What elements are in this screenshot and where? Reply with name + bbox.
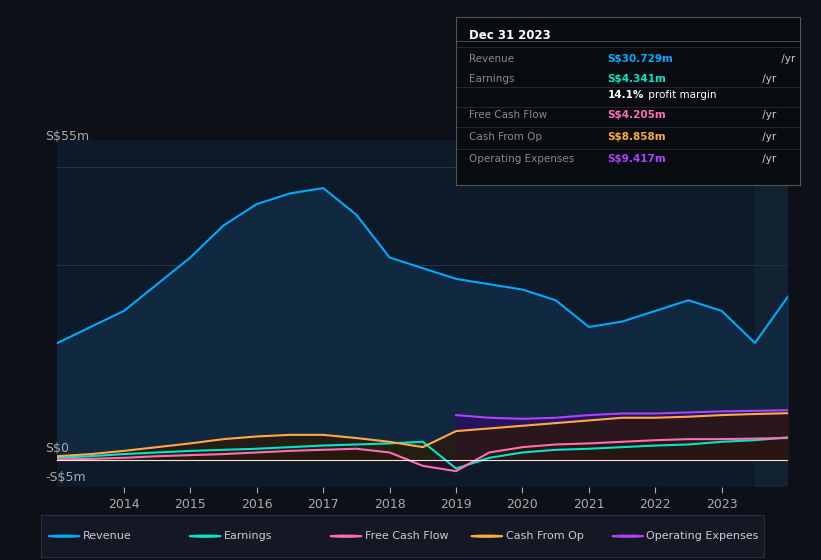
- Text: /yr: /yr: [759, 132, 777, 142]
- Circle shape: [48, 535, 80, 537]
- Text: Operating Expenses: Operating Expenses: [646, 531, 759, 541]
- Text: /yr: /yr: [759, 74, 777, 84]
- Text: Dec 31 2023: Dec 31 2023: [470, 29, 551, 41]
- Text: S$4.205m: S$4.205m: [608, 110, 666, 120]
- Text: S$0: S$0: [45, 441, 69, 455]
- Bar: [755, 140, 788, 487]
- Text: 14.1%: 14.1%: [608, 90, 644, 100]
- Circle shape: [189, 535, 221, 537]
- Text: Earnings: Earnings: [470, 74, 515, 84]
- Text: Cash From Op: Cash From Op: [506, 531, 584, 541]
- Text: Operating Expenses: Operating Expenses: [470, 154, 575, 164]
- Text: Free Cash Flow: Free Cash Flow: [365, 531, 448, 541]
- Text: -S$5m: -S$5m: [45, 470, 85, 484]
- Text: S$8.858m: S$8.858m: [608, 132, 666, 142]
- Text: Cash From Op: Cash From Op: [470, 132, 543, 142]
- Circle shape: [612, 535, 644, 537]
- Circle shape: [471, 535, 502, 537]
- Text: profit margin: profit margin: [645, 90, 717, 100]
- Text: Revenue: Revenue: [470, 54, 515, 64]
- Circle shape: [330, 535, 362, 537]
- Text: Earnings: Earnings: [224, 531, 273, 541]
- Text: /yr: /yr: [778, 54, 796, 64]
- Text: S$9.417m: S$9.417m: [608, 154, 666, 164]
- Text: Free Cash Flow: Free Cash Flow: [470, 110, 548, 120]
- Text: /yr: /yr: [759, 110, 777, 120]
- Text: S$55m: S$55m: [45, 130, 89, 143]
- Text: S$4.341m: S$4.341m: [608, 74, 667, 84]
- Text: /yr: /yr: [759, 154, 777, 164]
- Text: Revenue: Revenue: [83, 531, 131, 541]
- Text: S$30.729m: S$30.729m: [608, 54, 673, 64]
